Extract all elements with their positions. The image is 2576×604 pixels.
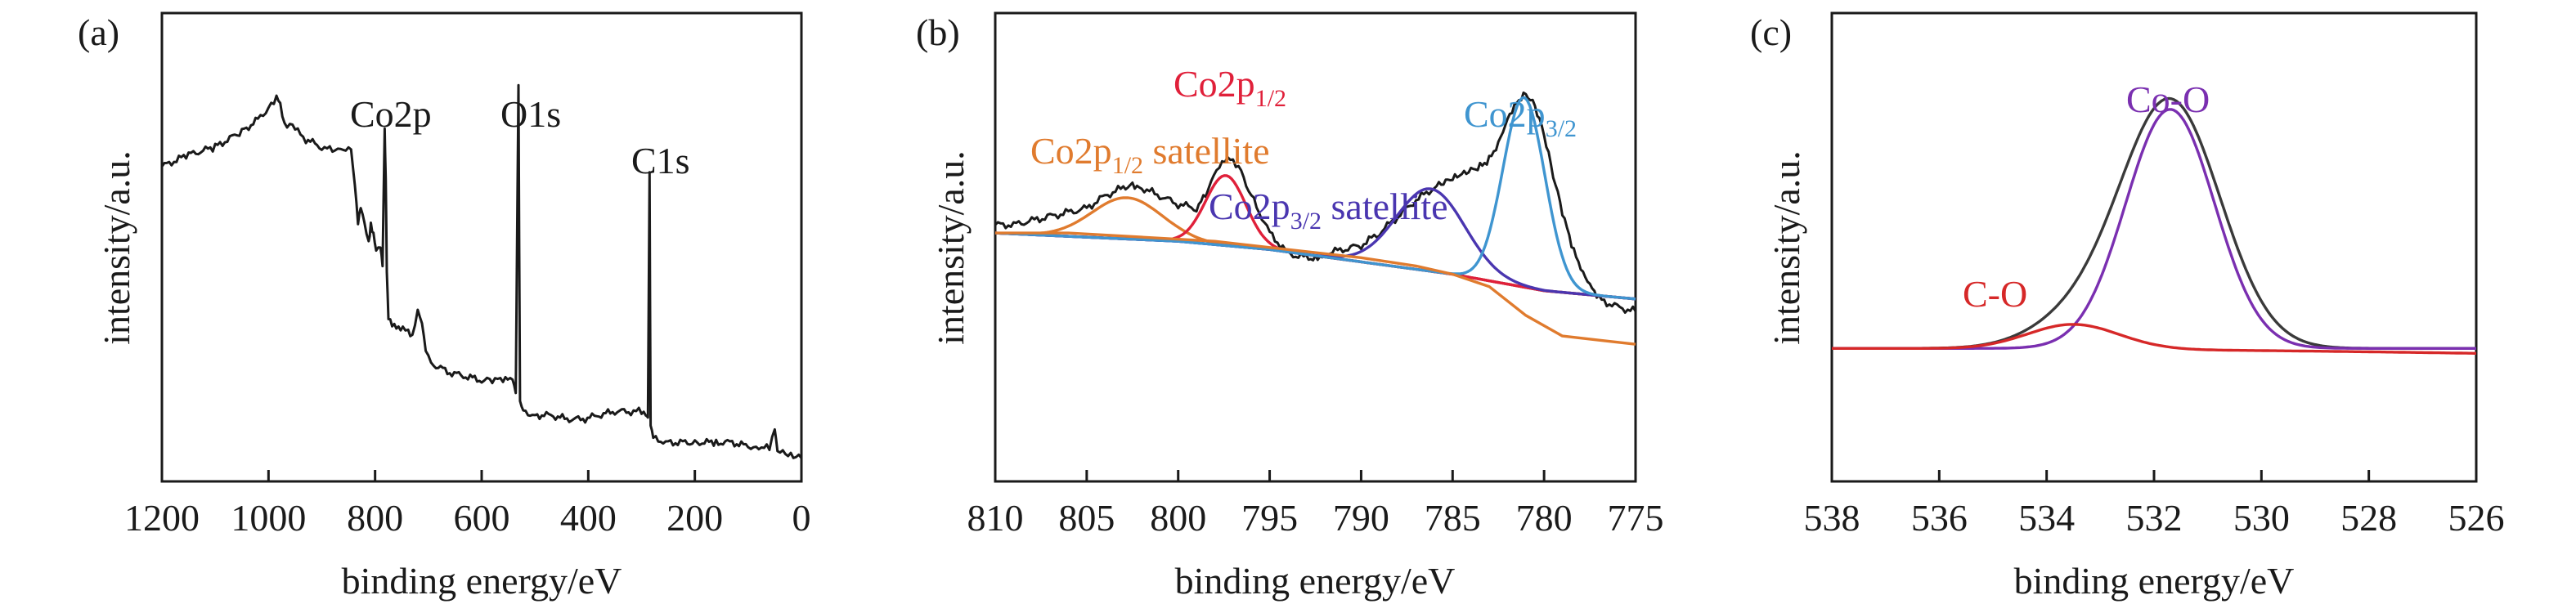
panel-b-series: [994, 91, 1637, 346]
panel-b-ylabel: intensity/a.u.: [930, 150, 972, 345]
panel-b-tick-label-2: 800: [1150, 497, 1206, 539]
panel-c-tick-label-2: 534: [2018, 497, 2075, 539]
panel-c-tick-label-1: 536: [1911, 497, 1968, 539]
panel-b-letter: (b): [916, 11, 960, 53]
peak-label-co2p12-satellite: Co2p1/2 satellite: [1030, 130, 1270, 179]
panel-a-xlabel: binding energy/eV: [342, 560, 622, 602]
panel-c-x-ticks: 538 536 534 532 530 528 526: [1804, 470, 2505, 539]
panel-b-tick-label-5: 785: [1425, 497, 1481, 539]
panel-a-x-ticks: 1200 1000 800 600 400 200 0: [124, 470, 811, 539]
panel-a-tick-label-4: 400: [560, 497, 617, 539]
panel-c-tick-label-4: 530: [2233, 497, 2290, 539]
panel-a-tick-label-6: 0: [792, 497, 811, 539]
panel-b-series-orange-background: [995, 231, 1636, 346]
panel-a-series: [160, 83, 803, 459]
panel-b-tick-label-7: 775: [1608, 497, 1664, 539]
panel-c-ylabel: intensity/a.u.: [1766, 150, 1807, 345]
panel-b-co2p: (b) binding energy/eV intensity/a.u. 810…: [916, 11, 1664, 602]
panel-a-letter: (a): [78, 11, 119, 53]
peak-label-co2p32-satellite: Co2p3/2 satellite: [1209, 186, 1448, 235]
panel-a-tick-label-5: 200: [666, 497, 723, 539]
panel-a-ylabel: intensity/a.u.: [96, 150, 137, 345]
panel-b-series-co2p3-2: [994, 96, 1636, 301]
panel-c-tick-label-0: 538: [1804, 497, 1860, 539]
peak-label-co2p: Co2p: [350, 93, 432, 135]
peak-label-co2p32: Co2p3/2: [1464, 93, 1577, 142]
peak-label-co2p12: Co2p1/2: [1174, 63, 1286, 112]
panel-b-x-ticks: 810 805 800 795 790 785 780 775: [967, 470, 1664, 539]
panel-c-tick-label-5: 528: [2340, 497, 2397, 539]
panel-c-o1s: (c) binding energy/eV intensity/a.u. 538…: [1750, 11, 2505, 602]
panel-a-tick-label-0: 1200: [124, 497, 200, 539]
panel-a-survey: (a) binding energy/eV intensity/a.u. 120…: [78, 11, 811, 602]
panel-b-tick-label-0: 810: [967, 497, 1024, 539]
panel-c-tick-label-6: 526: [2448, 497, 2505, 539]
peak-label-co-o: Co-O: [2126, 78, 2210, 120]
peak-label-c1s: C1s: [631, 140, 690, 181]
panel-a-frame: [160, 11, 803, 483]
panel-a-tick-label-3: 600: [454, 497, 510, 539]
panel-b-tick-label-1: 805: [1058, 497, 1115, 539]
panel-b-tick-label-3: 795: [1241, 497, 1298, 539]
panel-b-xlabel: binding energy/eV: [1175, 560, 1456, 602]
panel-c-series-co-o: [1832, 108, 2476, 350]
peak-label-c-o: C-O: [1963, 273, 2027, 315]
panel-c-series-c-o: [1832, 323, 2476, 355]
panel-a-tick-label-1: 1000: [231, 497, 306, 539]
panel-c-series: [1832, 96, 2476, 355]
panel-b-tick-label-6: 780: [1516, 497, 1573, 539]
panel-c-letter: (c): [1750, 11, 1792, 53]
panel-c-tick-label-3: 532: [2126, 497, 2183, 539]
panel-a-series-raw: [160, 83, 803, 459]
panel-a-tick-label-2: 800: [347, 497, 403, 539]
panel-b-series-co2p3-2-satellite: [994, 187, 1636, 301]
panel-c-xlabel: binding energy/eV: [2014, 560, 2295, 602]
panel-c-series-envelope: [1832, 96, 2476, 350]
peak-label-o1s: O1s: [500, 93, 561, 135]
panel-b-frame: [994, 11, 1637, 483]
panel-b-tick-label-4: 790: [1333, 497, 1389, 539]
